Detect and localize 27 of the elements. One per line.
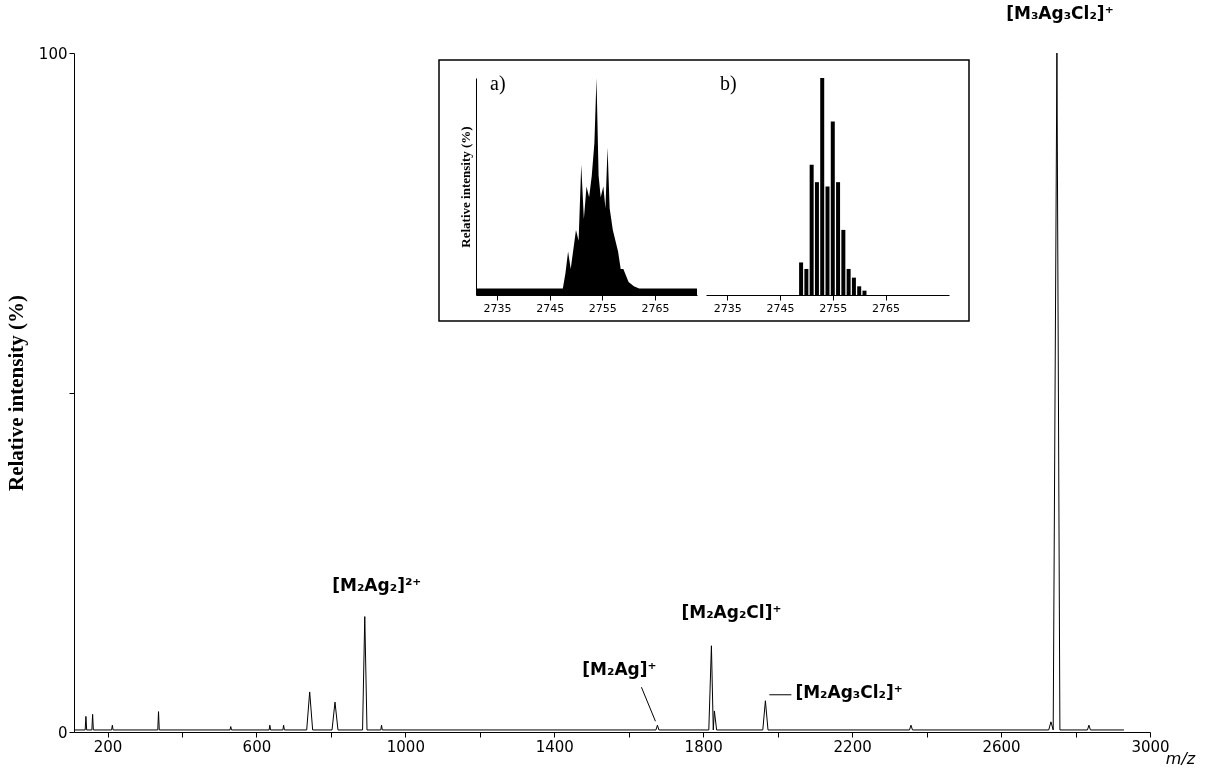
x-tick-label: 3000 (1131, 737, 1170, 756)
annotation: [M₂Ag₂Cl]⁺ (681, 601, 782, 622)
x-tick-label: 1000 (386, 737, 425, 756)
x-tick-label: 2755 (588, 301, 617, 315)
y-tick-label: 0 (57, 723, 68, 742)
y-axis-title: Relative intensity (%) (3, 295, 28, 491)
x-tick-label: 2735 (483, 301, 512, 315)
x-tick-label: 2765 (641, 301, 670, 315)
x-tick-label: 2765 (872, 301, 901, 315)
x-tick-label: 1400 (535, 737, 574, 756)
annotation: [M₂Ag₂]²⁺ (332, 574, 422, 595)
annotation: [M₂Ag]⁺ (582, 659, 657, 680)
x-tick-label: 2755 (819, 301, 848, 315)
annotation: [M₃Ag₃Cl₂]⁺ (1006, 3, 1114, 23)
x-tick-label: 200 (93, 737, 123, 756)
chart-title: b) (720, 72, 737, 95)
x-tick-label: 1800 (684, 737, 723, 756)
y-axis-title: Relative intensity (%) (457, 126, 473, 248)
chart-title: a) (490, 72, 506, 95)
y-tick-label: 100 (38, 44, 68, 63)
x-tick-label: 2745 (536, 301, 565, 315)
annotation: [M₂Ag₃Cl₂]⁺ (795, 681, 903, 702)
x-tick-label: 2600 (982, 737, 1021, 756)
x-tick-label: 2735 (713, 301, 742, 315)
x-tick-label: 600 (242, 737, 272, 756)
x-tick-label: 2745 (766, 301, 795, 315)
x-tick-label: 2200 (833, 737, 872, 756)
